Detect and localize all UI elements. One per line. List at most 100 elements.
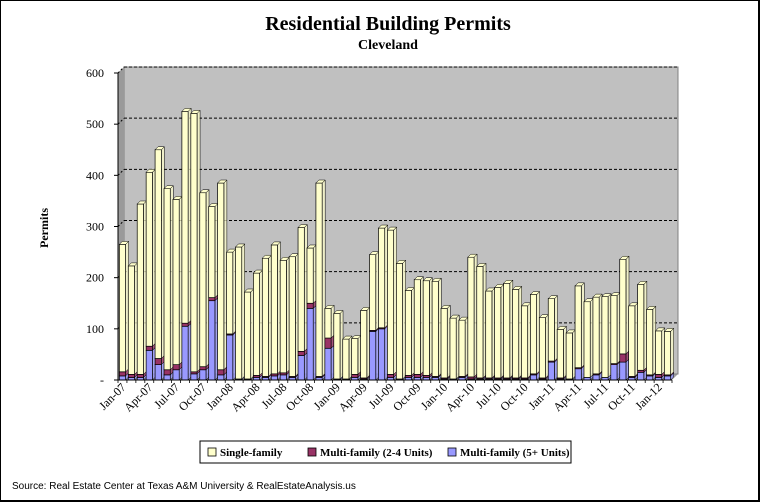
bar-segment [199, 369, 207, 381]
bar-segment [351, 374, 359, 378]
legend: Single-family Multi-family (2-4 Units) Mul… [199, 440, 572, 464]
bar-segment [565, 332, 573, 380]
bar-segment [494, 287, 502, 379]
y-tick-label: 200 [86, 271, 104, 285]
x-tick-label: Apr-08 [228, 380, 262, 414]
y-tick-label: 600 [86, 66, 104, 80]
x-tick-label: Oct-08 [283, 380, 316, 413]
bar-segment [315, 182, 323, 377]
bar-segment [601, 296, 609, 378]
bar-segment [369, 331, 377, 381]
bar-segment [253, 272, 260, 376]
bar-segment [297, 355, 305, 381]
bar-segment [333, 313, 341, 380]
bar-segment [637, 283, 645, 371]
bar-segment [208, 206, 216, 298]
bar-top [297, 224, 308, 228]
bar-top [619, 255, 630, 260]
legend-swatch [307, 447, 317, 457]
bar-segment [181, 111, 189, 324]
bar-segment [172, 199, 180, 365]
legend-entry: Single-family [220, 447, 283, 459]
bar-top [199, 189, 210, 193]
bar-segment [118, 375, 126, 381]
bar-segment [530, 374, 537, 381]
bar-segment [610, 364, 618, 381]
gridline-side [117, 168, 125, 176]
bar-top [395, 260, 407, 264]
bar-top [315, 179, 326, 184]
bar-top [270, 241, 282, 246]
bar-top [190, 110, 201, 114]
bar-segment [154, 149, 162, 359]
bar-segment [458, 319, 466, 377]
bar-segment [261, 257, 269, 377]
bar-segment [270, 244, 278, 375]
bar-segment [306, 308, 314, 381]
bar-segment [467, 256, 475, 378]
bar-top [547, 295, 559, 299]
bar-top [663, 328, 675, 332]
bar-segment [574, 285, 582, 369]
x-tick-label: Oct-09 [390, 380, 423, 413]
bar-segment [485, 290, 493, 379]
bar-segment [145, 171, 153, 347]
source-note: Source: Real Estate Center at Texas A&M … [12, 481, 356, 492]
bar-top [217, 179, 228, 184]
bar-segment [378, 328, 386, 381]
bar-segment [297, 350, 305, 356]
bar-segment [342, 338, 350, 380]
x-tick-label: Oct-11 [605, 380, 638, 413]
bar-segment [619, 353, 627, 363]
bar-segment-side [670, 327, 674, 376]
bar-segment [664, 331, 672, 376]
bar-segment [592, 374, 600, 381]
bar-segment [369, 254, 377, 331]
bar-top [502, 280, 514, 284]
bar-segment [172, 364, 180, 371]
bar-segment [646, 309, 654, 376]
bar-segment [118, 244, 126, 373]
x-tick-label: Apr-07 [121, 380, 155, 414]
bar-segment [279, 374, 287, 381]
bar-segment [226, 251, 234, 335]
gridline-side [117, 117, 125, 125]
bar-segment [387, 229, 395, 375]
bar-top [529, 291, 541, 295]
bar-segment [664, 375, 672, 381]
bar-segment [270, 375, 278, 381]
bar-top [154, 146, 165, 150]
bar-segment [199, 366, 207, 371]
legend-swatch [207, 447, 217, 457]
bar-top [645, 306, 657, 310]
bar-segment [306, 302, 314, 309]
chart-title: Residential Building Permits [265, 13, 511, 35]
bar-top [386, 226, 398, 231]
bar-top [163, 185, 174, 189]
bar-segment [530, 294, 537, 375]
bar-segment [235, 246, 243, 380]
bar-segment [628, 305, 636, 377]
bar-segment [449, 317, 457, 380]
bar-top [324, 305, 335, 309]
bar-top [440, 305, 451, 309]
gridline-side [117, 66, 125, 74]
y-ticks: - 100 200 300 400 500 600 [86, 66, 118, 387]
bar-top [467, 253, 478, 258]
bar-segment [118, 371, 126, 377]
chart-subtitle: Cleveland [358, 38, 418, 53]
bar-segment [324, 337, 332, 349]
x-ticks: Jan-07Apr-07Jul-07Oct-07Jan-08Apr-08Jul-… [96, 380, 673, 414]
bar-segment [136, 374, 144, 378]
bar-segment [199, 192, 207, 368]
x-tick-label: Apr-09 [336, 380, 370, 414]
bar-segment [190, 373, 198, 381]
x-tick-label: Jan-12 [632, 380, 665, 413]
bar-segment [163, 374, 171, 381]
bar-segment [360, 310, 368, 379]
bar-segment [521, 305, 529, 379]
bar-top [413, 276, 425, 280]
bar-segment [619, 258, 627, 355]
bar-top [234, 243, 246, 248]
